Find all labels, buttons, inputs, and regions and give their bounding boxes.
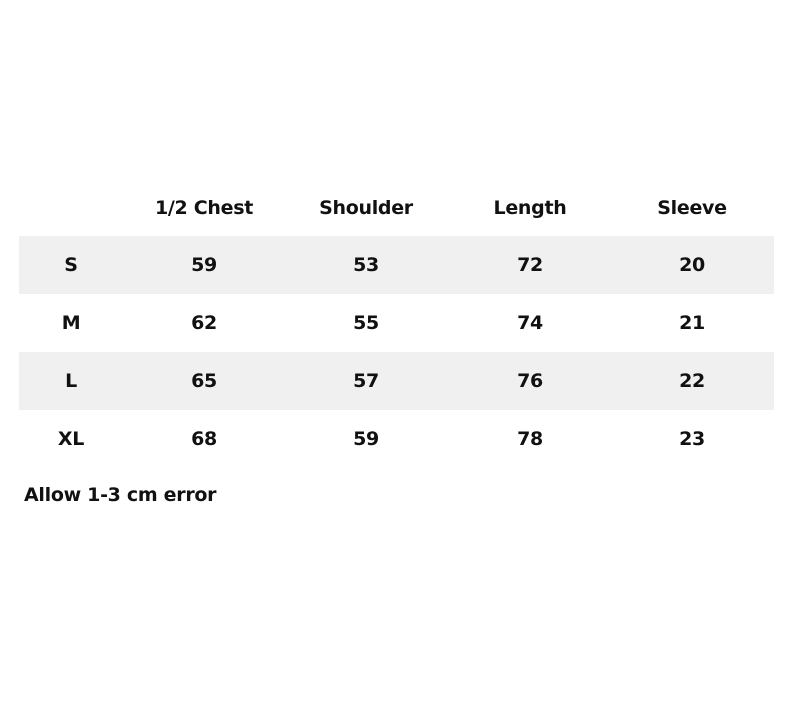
header-length: Length [493,197,567,219]
table-row: L 65 57 76 22 [19,352,774,410]
chest-cell: 68 [191,428,217,450]
sleeve-cell: 20 [679,254,705,276]
length-cell: 78 [517,428,543,450]
size-cell: S [64,254,78,276]
sleeve-cell: 23 [679,428,705,450]
table-row: S 59 53 72 20 [19,236,774,294]
size-cell: M [61,312,81,334]
error-note: Allow 1-3 cm error [24,484,217,506]
chest-cell: 62 [191,312,217,334]
length-cell: 74 [517,312,543,334]
shoulder-cell: 59 [353,428,379,450]
length-cell: 76 [517,370,543,392]
size-cell: XL [57,428,85,450]
header-row: 1/2 Chest Shoulder Length Sleeve [19,180,774,236]
sleeve-cell: 22 [679,370,705,392]
header-sleeve: Sleeve [657,197,727,219]
table-row: M 62 55 74 21 [19,294,774,352]
sleeve-cell: 21 [679,312,705,334]
header-size [1,180,141,236]
chest-cell: 59 [191,254,217,276]
table-row: XL 68 59 78 23 [19,410,774,468]
header-shoulder: Shoulder [319,197,413,219]
shoulder-cell: 57 [353,370,379,392]
chest-cell: 65 [191,370,217,392]
shoulder-cell: 53 [353,254,379,276]
header-chest: 1/2 Chest [154,197,254,219]
shoulder-cell: 55 [353,312,379,334]
length-cell: 72 [517,254,543,276]
size-cell: L [65,370,77,392]
size-chart-table: 1/2 Chest Shoulder Length Sleeve S 59 53… [19,180,774,468]
